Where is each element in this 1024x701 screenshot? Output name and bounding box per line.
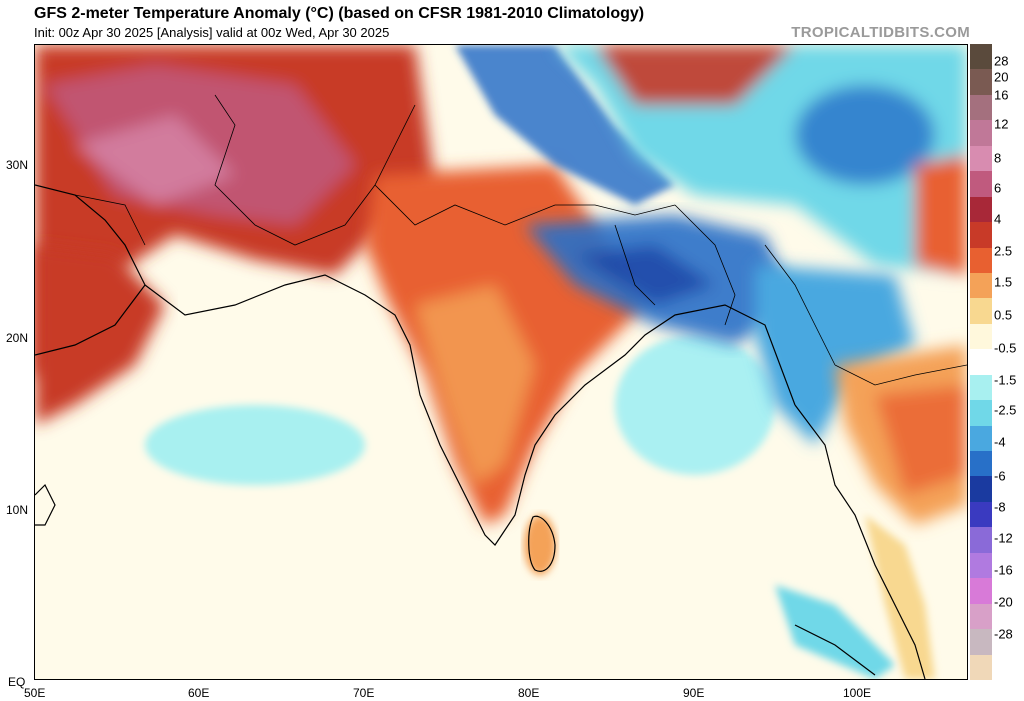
- colorbar-swatch: [970, 527, 992, 554]
- colorbar-swatch: [970, 196, 992, 223]
- country-borders: [74, 94, 967, 386]
- colorbar-label: -4: [994, 434, 1006, 450]
- region-malay-sumatra: [775, 515, 935, 679]
- cold-region-northeast-india: [525, 215, 795, 345]
- colorbar-swatch: [970, 654, 992, 681]
- colorbar-swatch: [970, 298, 992, 325]
- colorbar-swatch: [970, 629, 992, 656]
- colorbar-swatch: [970, 247, 992, 274]
- lon-label-100e: 100E: [843, 686, 872, 700]
- colorbar-swatch: [970, 400, 992, 427]
- colorbar-label: -8: [994, 499, 1006, 515]
- colorbar-label: -12: [994, 530, 1013, 546]
- lon-label-80e: 80E: [518, 686, 540, 700]
- colorbar-swatch: [970, 171, 992, 198]
- colorbar-swatch: [970, 476, 992, 503]
- colorbar-label: -0.5: [994, 340, 1017, 356]
- colorbar-label: 4: [994, 211, 1002, 227]
- colorbar-label: 8: [994, 150, 1002, 166]
- colorbar-swatch: [970, 94, 992, 121]
- lat-label-10n: 10N: [6, 503, 29, 517]
- coastlines: [35, 184, 926, 679]
- lat-label-20n: 20N: [6, 331, 29, 345]
- colorbar-label: 2.5: [994, 243, 1013, 259]
- colorbar-label: 16: [994, 87, 1009, 103]
- colorbar-swatch: [970, 120, 992, 147]
- temperature-anomaly-map: [34, 44, 968, 680]
- colorbar-label: 1.5: [994, 274, 1013, 290]
- colorbar-swatch: [970, 425, 992, 452]
- colorbar-label: 6: [994, 180, 1002, 196]
- colorbar-swatch: [970, 349, 992, 376]
- colorbar-swatch: [970, 603, 992, 630]
- lon-label-70e: 70E: [353, 686, 375, 700]
- region-sri-lanka: [524, 515, 556, 575]
- warm-region-indochina: [835, 345, 967, 525]
- colorbar-label: -2.5: [994, 402, 1017, 418]
- colorbar-swatch: [970, 222, 992, 249]
- colorbar-label: -20: [994, 594, 1013, 610]
- cool-patch-bay-of-bengal: [615, 335, 775, 475]
- colorbar-swatch: [970, 578, 992, 605]
- colorbar-swatch: [970, 323, 992, 350]
- cool-patch-arabian-sea: [145, 405, 365, 485]
- colorbar-label: 28: [994, 53, 1009, 69]
- lon-label-60e: 60E: [188, 686, 210, 700]
- lon-label-50e: 50E: [24, 686, 46, 700]
- source-credit: TROPICALTIDBITS.COM: [791, 24, 970, 41]
- colorbar-label: -1.5: [994, 372, 1017, 388]
- map-title: GFS 2-meter Temperature Anomaly (°C) (ba…: [34, 5, 645, 22]
- colorbar-label: -16: [994, 562, 1013, 578]
- colorbar-swatch: [970, 501, 992, 528]
- colorbar-label: 12: [994, 116, 1009, 132]
- colorbar-label: 0.5: [994, 307, 1013, 323]
- lat-label-eq: EQ: [8, 675, 26, 689]
- mixed-region-tibet-china: [555, 45, 967, 275]
- init-valid-subtitle: Init: 00z Apr 30 2025 [Analysis] valid a…: [34, 25, 390, 40]
- lat-label-30n: 30N: [6, 158, 29, 172]
- colorbar-swatch: [970, 69, 992, 96]
- warm-region-arabia: [35, 245, 165, 425]
- colorbar-swatch: [970, 272, 992, 299]
- colorbar-swatch: [970, 552, 992, 579]
- warm-region-west-asia: [35, 45, 435, 375]
- lon-label-90e: 90E: [683, 686, 705, 700]
- cold-region-himalaya: [455, 45, 675, 205]
- colorbar-label: 20: [994, 69, 1009, 85]
- colorbar-swatch: [970, 145, 992, 172]
- colorbar-swatch: [970, 44, 992, 70]
- map-canvas: [35, 45, 967, 679]
- cool-region-myanmar: [755, 265, 915, 445]
- colorbar-swatch: [970, 374, 992, 401]
- colorbar: [970, 44, 992, 681]
- colorbar-swatch: [970, 451, 992, 477]
- colorbar-label: -28: [994, 626, 1013, 642]
- colorbar-label: -6: [994, 468, 1006, 484]
